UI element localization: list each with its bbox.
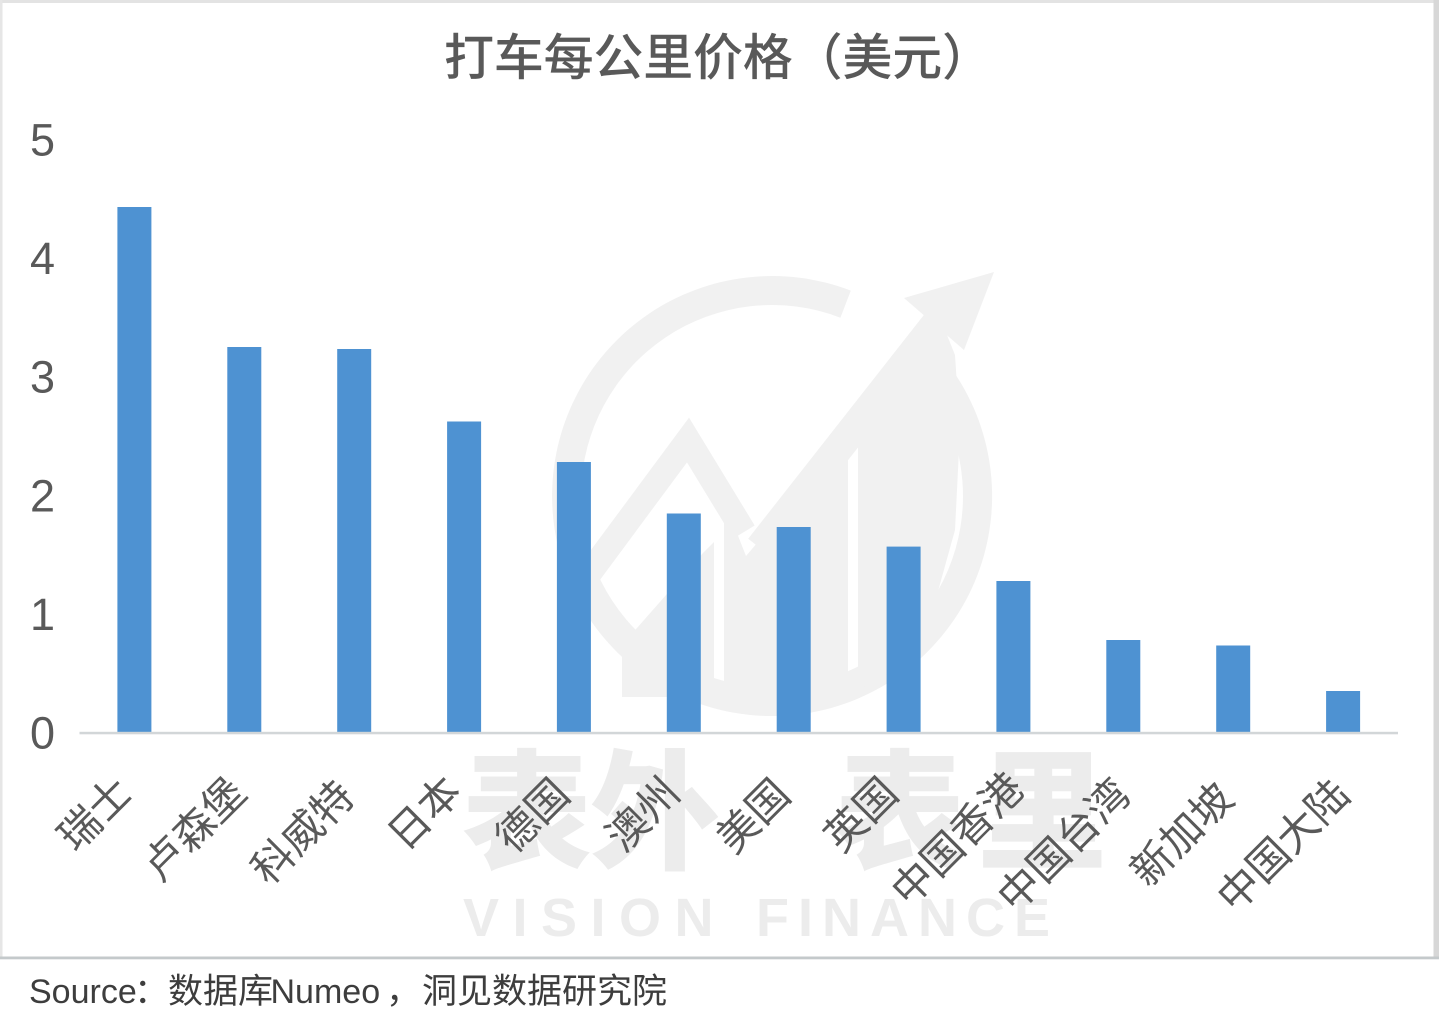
svg-text:FINANCE: FINANCE [756,888,1059,948]
svg-text:Numeo: Numeo [271,973,381,1011]
svg-text:VISION: VISION [463,888,727,948]
svg-text:4: 4 [30,233,55,284]
svg-text:5: 5 [30,115,55,166]
svg-text:1: 1 [30,589,55,640]
svg-text:3: 3 [30,352,55,403]
svg-text:Source: Source [29,973,137,1011]
svg-text:0: 0 [30,708,55,759]
svg-text:2: 2 [30,470,55,521]
